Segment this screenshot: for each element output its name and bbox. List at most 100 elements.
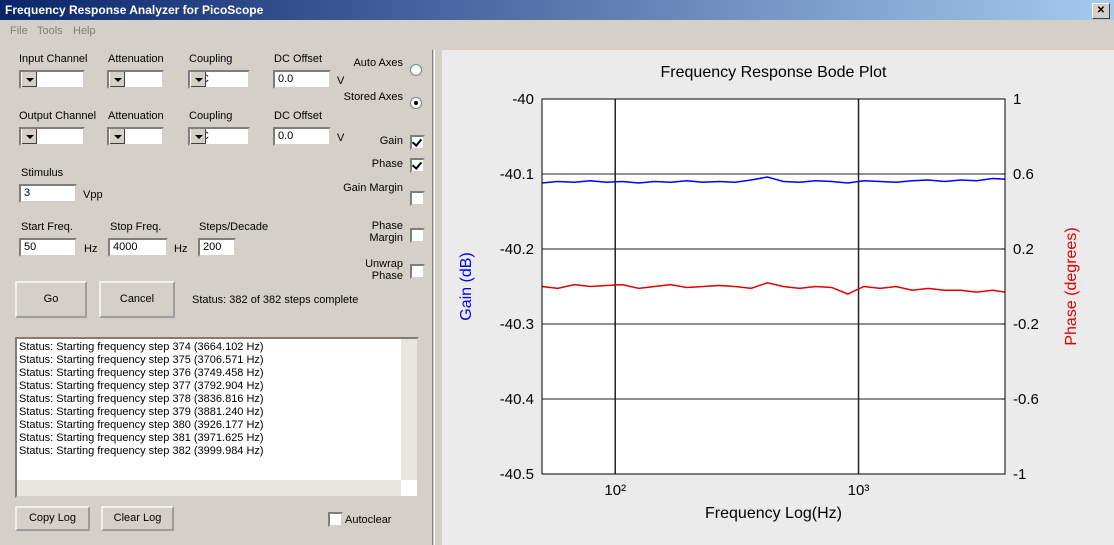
button[interactable]: Copy Log — [15, 506, 90, 531]
label: Steps/Decade — [199, 221, 269, 233]
plot-frame — [541, 98, 1006, 475]
option-label: Auto Axes — [353, 57, 403, 69]
combo-box[interactable]: A — [19, 70, 85, 89]
label: Coupling — [189, 110, 233, 122]
y2-tick-label: 1 — [1013, 91, 1021, 108]
dropdown-button[interactable] — [190, 72, 206, 87]
option-label: Gain — [379, 135, 403, 147]
checkbox[interactable] — [328, 512, 343, 527]
status-text: Status: 382 of 382 steps complete — [192, 294, 359, 306]
chart-title: Frequency Response Bode Plot — [661, 64, 887, 81]
radio-button[interactable] — [410, 64, 422, 76]
menu-item[interactable]: File — [10, 25, 28, 37]
combo-box[interactable]: DC — [188, 127, 250, 146]
unit: V — [337, 75, 345, 87]
text-value: 3 — [24, 187, 31, 199]
combo-box[interactable]: DC — [188, 70, 250, 89]
y2-tick-label: -1 — [1013, 466, 1026, 483]
log-line: Status: Starting frequency step 382 (399… — [19, 445, 264, 457]
radio-button[interactable] — [410, 97, 422, 109]
log-line: Status: Starting frequency step 377 (379… — [19, 380, 264, 392]
dropdown-button[interactable] — [109, 72, 125, 87]
checkbox[interactable] — [410, 135, 425, 150]
dropdown-button[interactable] — [190, 129, 206, 144]
checkbox[interactable] — [410, 191, 425, 206]
vertical-scrollbar[interactable] — [401, 339, 417, 480]
data-line — [541, 176, 1006, 184]
text-box[interactable]: 0.0 — [273, 70, 331, 89]
menu-item[interactable]: Help — [73, 25, 96, 37]
log-line: Status: Starting frequency step 380 (392… — [19, 419, 264, 431]
y-tick-label: -40.2 — [500, 241, 534, 258]
log-line: Status: Starting frequency step 375 (370… — [19, 354, 264, 366]
close-button[interactable]: ✕ — [1092, 3, 1110, 19]
option-label: Phase Margin — [369, 220, 403, 244]
option-label: Phase — [371, 158, 403, 170]
text-box[interactable]: 0.0 — [273, 127, 331, 146]
unit: Hz — [174, 243, 188, 255]
y-tick-label: -40.1 — [500, 166, 534, 183]
unit: Hz — [84, 243, 98, 255]
y2-tick-label: 0.2 — [1013, 241, 1034, 258]
label: DC Offset — [274, 110, 323, 122]
text-box[interactable]: 50 — [19, 238, 77, 257]
unit: V — [337, 132, 345, 144]
y-axis-label: Gain (dB) — [458, 252, 475, 320]
text-value: 200 — [203, 241, 222, 253]
horizontal-scrollbar[interactable] — [17, 480, 401, 496]
label: Input Channel — [19, 53, 88, 65]
x-tick-label: 10² — [604, 482, 626, 499]
window-title: Frequency Response Analyzer for PicoScop… — [5, 3, 264, 17]
option-label: Gain Margin — [343, 182, 403, 194]
combo-box[interactable]: B — [19, 127, 85, 146]
y-tick-label: -40.3 — [500, 316, 534, 333]
y2-tick-label: -0.6 — [1013, 391, 1039, 408]
label: Attenuation — [108, 53, 164, 65]
y2-axis-label: Phase (degrees) — [1063, 227, 1080, 345]
button[interactable]: Go — [15, 281, 87, 318]
x-axis-label: Frequency Log(Hz) — [705, 505, 842, 522]
log-line: Status: Starting frequency step 378 (383… — [19, 393, 264, 405]
x-tick-label: 10³ — [848, 482, 870, 499]
text-box[interactable]: 3 — [19, 184, 77, 203]
log-line: Status: Starting frequency step 381 (397… — [19, 432, 264, 444]
log-line: Status: Starting frequency step 374 (366… — [19, 341, 264, 353]
checkbox[interactable] — [410, 264, 425, 279]
text-box[interactable]: 200 — [198, 238, 236, 257]
log-box[interactable]: Status: Starting frequency step 374 (366… — [15, 337, 419, 498]
log-line: Status: Starting frequency step 376 (374… — [19, 367, 264, 379]
option-label: Unwrap Phase — [365, 258, 403, 282]
text-box[interactable]: 4000 — [108, 238, 168, 257]
label: DC Offset — [274, 53, 323, 65]
text-value: 4000 — [113, 241, 138, 253]
dropdown-button[interactable] — [21, 129, 37, 144]
checkbox[interactable] — [410, 158, 425, 173]
chart: Frequency Response Bode Plot Frequency Lo… — [442, 50, 1114, 545]
y-tick-label: -40 — [512, 91, 534, 108]
label: Output Channel — [19, 110, 97, 122]
label: Attenuation — [108, 110, 164, 122]
menu-item[interactable]: Tools — [37, 25, 63, 37]
label: Start Freq. — [21, 221, 73, 233]
plot-area — [542, 99, 1005, 474]
button[interactable]: Clear Log — [101, 506, 174, 531]
option-label: Stored Axes — [343, 91, 403, 103]
dropdown-button[interactable] — [109, 129, 125, 144]
checkbox[interactable] — [410, 228, 425, 243]
combo-box[interactable]: 1x — [107, 127, 164, 146]
label: Stimulus — [21, 167, 64, 179]
text-value: 50 — [24, 241, 37, 253]
text-value: 0.0 — [278, 73, 294, 85]
unit: Vpp — [83, 189, 103, 201]
button[interactable]: Cancel — [99, 281, 175, 318]
combo-box[interactable]: 1x — [107, 70, 164, 89]
label: Stop Freq. — [110, 221, 162, 233]
separator — [432, 50, 435, 545]
text-value: 0.0 — [278, 130, 294, 142]
data-line — [541, 281, 1006, 295]
title-bar — [0, 0, 1114, 20]
dropdown-button[interactable] — [21, 72, 37, 87]
y2-tick-label: 0.6 — [1013, 166, 1034, 183]
y-tick-label: -40.5 — [500, 466, 534, 483]
